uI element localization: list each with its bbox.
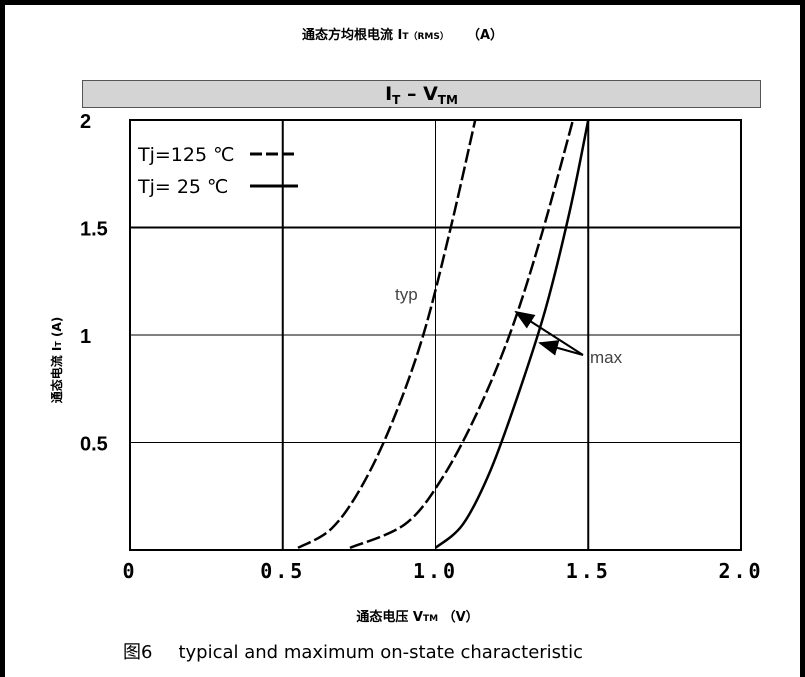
y-tick-label: 0.5 <box>80 434 108 456</box>
x-axis-label-sub: TM <box>422 614 439 624</box>
chart-title-sub2: TM <box>437 93 458 107</box>
series-line-2 <box>349 119 575 550</box>
top-axis-label-main: 通态方均根电流 I <box>301 28 403 43</box>
frame-left <box>0 0 5 677</box>
frame-top <box>0 0 805 5</box>
x-tick-label: 0 <box>122 559 137 583</box>
x-tick-label: 0.5 <box>260 559 305 583</box>
x-tick-label: 1.5 <box>566 559 611 583</box>
legend-label: Tj= 25 ℃ <box>137 176 228 198</box>
figure-number: 图6 <box>123 642 153 663</box>
series-line-3 <box>434 119 590 549</box>
y-tick-label: 2 <box>80 111 91 133</box>
figure-caption: 图6 typical and maximum on-state character… <box>123 638 583 664</box>
x-tick-label: 1.0 <box>413 559 458 583</box>
x-tick-label: 2.0 <box>718 559 763 583</box>
chart-title: IT – VTM <box>82 80 761 108</box>
chart-title-dash: – V <box>400 83 438 105</box>
y-axis-label-main: 通态电流 I <box>50 346 64 404</box>
x-axis-label-main: 通态电压 V <box>356 610 423 625</box>
x-axis-label-unit: （V） <box>438 610 479 625</box>
chart-title-sub1: T <box>392 93 401 107</box>
ticks: 0 0.5 1.0 1.5 2.0 2 1.5 1 0.5 <box>80 111 763 583</box>
top-axis-label: 通态方均根电流 IT（RMS） （A） <box>0 24 805 43</box>
annotations: typ max <box>395 285 623 367</box>
chart-title-main: I <box>385 83 393 105</box>
legend: Tj=125 ℃ Tj= 25 ℃ <box>137 144 298 198</box>
x-axis-label: 通态电压 VTM （V） <box>0 606 805 625</box>
top-axis-label-sub: T（RMS） <box>402 32 449 42</box>
series-line-1 <box>297 119 477 549</box>
max-arrow-1 <box>514 310 584 356</box>
series-layer <box>297 119 590 550</box>
typ-annotation: typ <box>395 285 418 304</box>
top-axis-label-unit: （A） <box>466 28 504 43</box>
frame-right <box>800 0 805 677</box>
y-axis-label-sub: T <box>54 341 63 347</box>
y-tick-label: 1.5 <box>80 219 108 241</box>
legend-label: Tj=125 ℃ <box>137 144 234 166</box>
max-annotation: max <box>590 348 623 367</box>
y-tick-label: 1 <box>80 326 91 348</box>
y-axis-label-unit: (A) <box>50 316 64 342</box>
figure-caption-text: typical and maximum on-state characteris… <box>178 642 584 663</box>
grid <box>129 119 742 551</box>
max-arrow-2 <box>538 340 584 356</box>
